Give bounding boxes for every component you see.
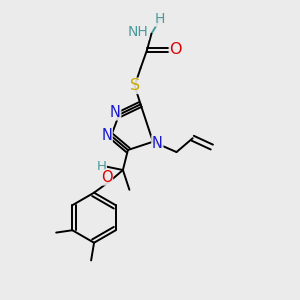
Text: H: H (155, 12, 166, 26)
Text: O: O (101, 170, 112, 185)
Text: N: N (101, 128, 112, 143)
Text: N: N (110, 105, 121, 120)
Text: NH: NH (128, 25, 148, 39)
Text: N: N (152, 136, 163, 151)
Text: H: H (97, 160, 106, 173)
Text: O: O (169, 42, 182, 57)
Text: S: S (130, 78, 140, 93)
